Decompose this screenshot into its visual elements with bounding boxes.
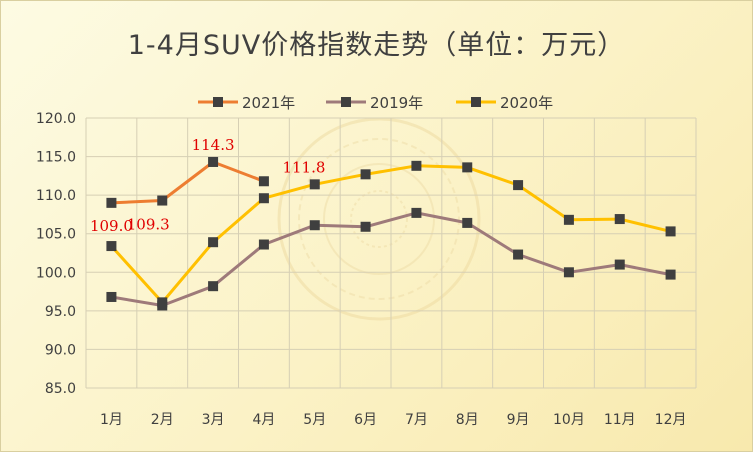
data-point-marker bbox=[309, 179, 320, 190]
x-tick-label: 7月 bbox=[405, 412, 428, 428]
data-point-marker bbox=[411, 207, 422, 218]
data-point-marker bbox=[360, 169, 371, 180]
data-point-marker bbox=[258, 239, 269, 250]
chart-title: 1-4月SUV价格指数走势（单位：万元） bbox=[127, 30, 626, 61]
y-tick-label: 85.0 bbox=[45, 381, 76, 397]
data-label: 109.3 bbox=[127, 216, 170, 234]
data-point-marker bbox=[614, 259, 625, 270]
data-point-marker bbox=[258, 193, 269, 204]
data-point-marker bbox=[258, 176, 269, 187]
legend-marker bbox=[213, 97, 223, 107]
data-point-marker bbox=[157, 195, 168, 206]
y-tick-label: 95.0 bbox=[45, 304, 76, 320]
data-point-marker bbox=[208, 237, 219, 248]
data-point-marker bbox=[462, 162, 473, 173]
data-point-marker bbox=[106, 241, 117, 252]
legend-label: 2019年 bbox=[370, 94, 423, 112]
series-line-2 bbox=[110, 164, 671, 304]
series-line-1 bbox=[111, 211, 671, 307]
x-tick-label: 3月 bbox=[202, 412, 225, 428]
data-label: 111.8 bbox=[282, 158, 325, 176]
x-tick-label: 2月 bbox=[151, 412, 174, 428]
data-point-marker bbox=[513, 249, 524, 260]
x-tick-label: 9月 bbox=[507, 412, 530, 428]
data-point-marker bbox=[513, 180, 524, 191]
data-point-marker bbox=[360, 221, 371, 232]
data-point-marker bbox=[563, 267, 574, 278]
data-label: 109.0 bbox=[90, 217, 133, 235]
legend-marker bbox=[341, 97, 351, 107]
legend-marker bbox=[471, 97, 481, 107]
x-tick-label: 4月 bbox=[252, 412, 275, 428]
x-tick-label: 5月 bbox=[303, 412, 326, 428]
x-tick-label: 12月 bbox=[655, 412, 687, 428]
y-tick-label: 90.0 bbox=[45, 342, 76, 358]
y-tick-label: 120.0 bbox=[36, 111, 76, 127]
x-tick-label: 6月 bbox=[354, 412, 377, 428]
x-tick-label: 1月 bbox=[100, 412, 123, 428]
data-point-marker bbox=[665, 226, 676, 237]
y-tick-label: 115.0 bbox=[36, 150, 76, 166]
series-line-0 bbox=[111, 160, 265, 205]
data-point-marker bbox=[106, 291, 117, 302]
data-point-marker bbox=[309, 220, 320, 231]
x-tick-label: 11月 bbox=[604, 412, 636, 428]
data-point-marker bbox=[106, 197, 117, 208]
y-tick-label: 105.0 bbox=[36, 227, 76, 243]
data-point-marker bbox=[157, 297, 168, 308]
data-point-marker bbox=[462, 217, 473, 228]
data-point-marker bbox=[208, 156, 219, 167]
data-point-marker bbox=[208, 281, 219, 292]
background-watermark bbox=[277, 117, 481, 321]
x-tick-label: 10月 bbox=[553, 412, 585, 428]
x-tick-label: 8月 bbox=[456, 412, 479, 428]
data-point-marker bbox=[665, 269, 676, 280]
y-tick-label: 100.0 bbox=[36, 265, 76, 281]
legend-label: 2020年 bbox=[500, 94, 553, 112]
data-label: 114.3 bbox=[192, 136, 235, 154]
legend-label: 2021年 bbox=[242, 94, 295, 112]
data-point-marker bbox=[563, 214, 574, 225]
y-tick-label: 110.0 bbox=[36, 188, 76, 204]
data-point-marker bbox=[411, 160, 422, 171]
data-point-marker bbox=[614, 214, 625, 225]
